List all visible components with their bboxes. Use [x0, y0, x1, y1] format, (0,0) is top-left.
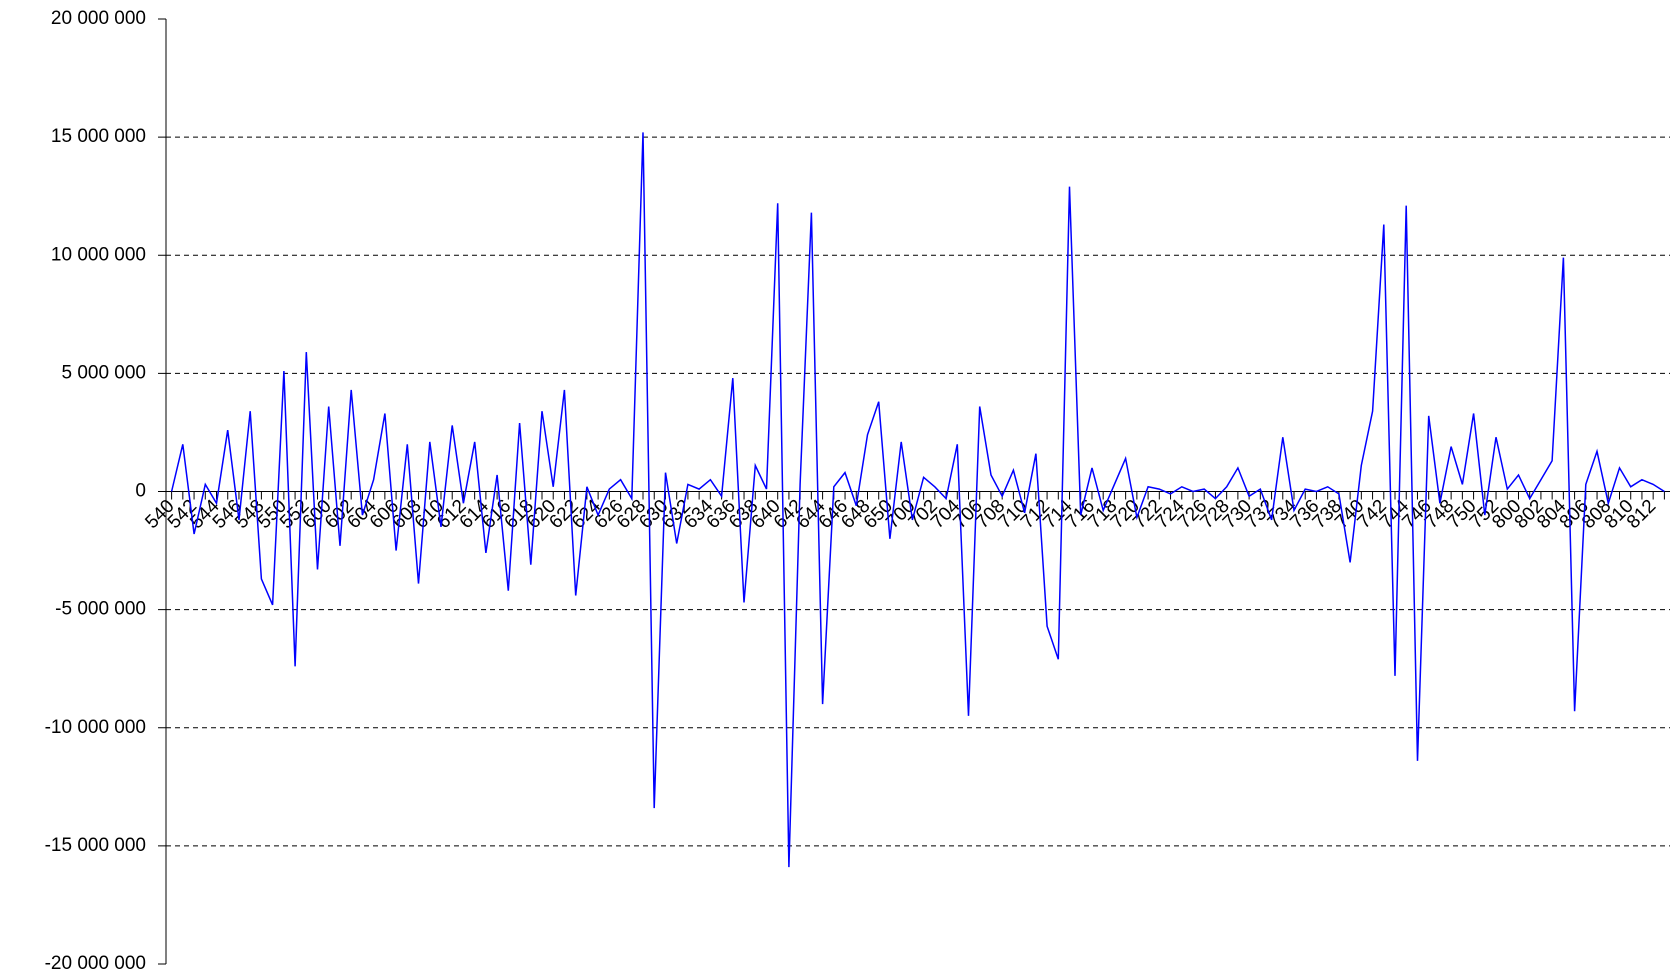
y-tick-label: -10 000 000 [45, 717, 146, 738]
y-tick-label: 5 000 000 [61, 362, 146, 383]
y-tick-label: 10 000 000 [51, 244, 146, 265]
y-tick-label: 20 000 000 [51, 8, 146, 29]
y-tick-label: 0 [135, 481, 146, 502]
y-tick-label: 15 000 000 [51, 126, 146, 147]
y-tick-label: -5 000 000 [55, 599, 146, 620]
y-tick-label: -15 000 000 [45, 835, 146, 856]
x-tick-label: 812 [1623, 496, 1660, 533]
data-line [170, 132, 1665, 868]
y-tick-label: -20 000 000 [45, 953, 146, 974]
